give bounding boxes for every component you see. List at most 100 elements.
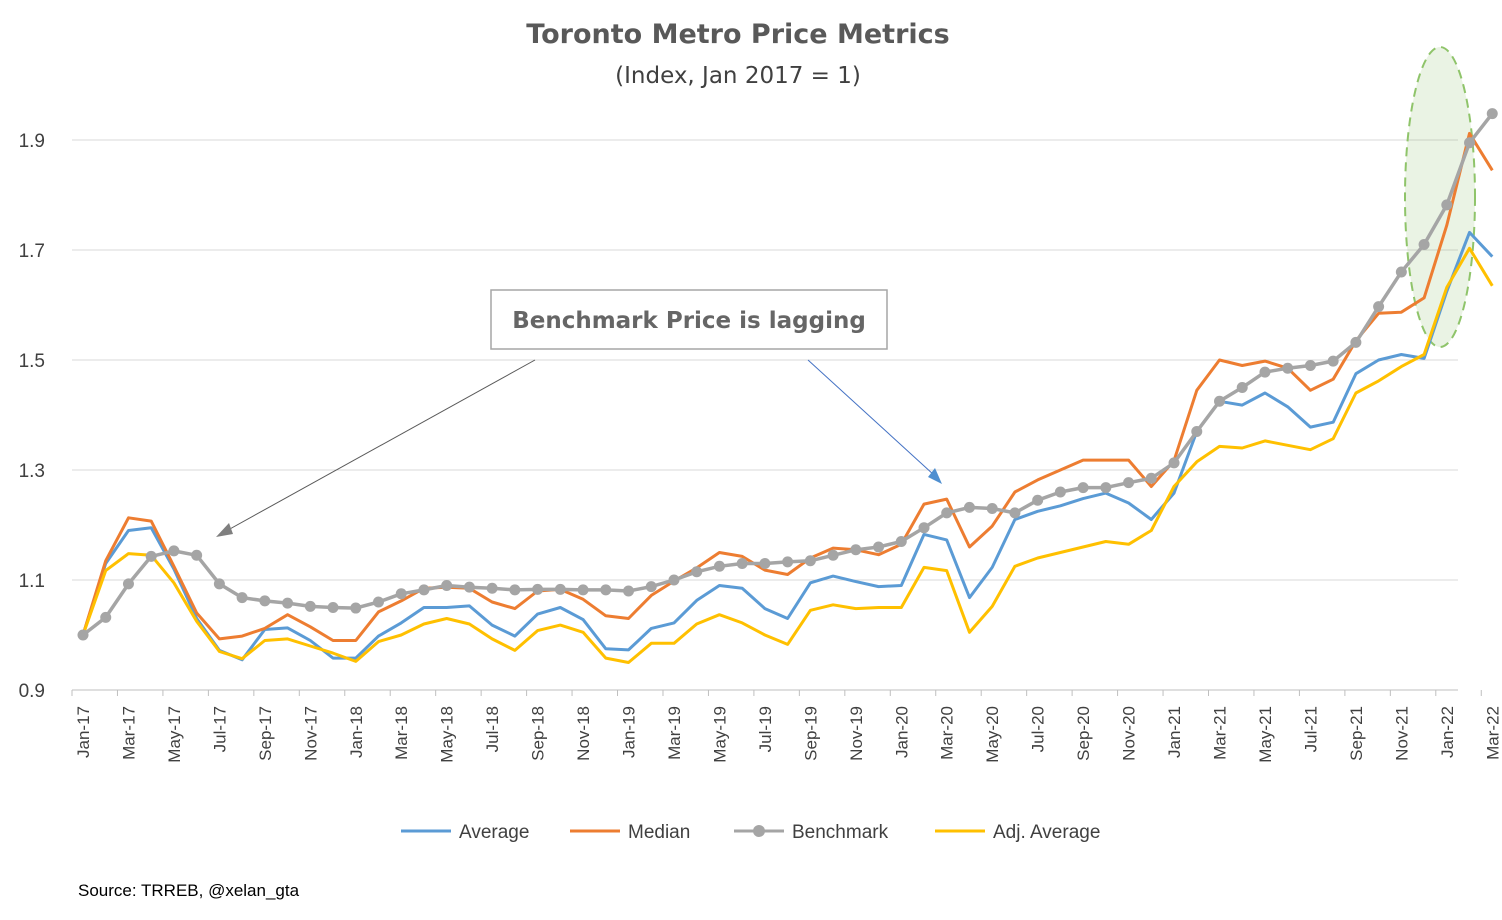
series-line-adj-average <box>81 246 1494 664</box>
benchmark-point <box>600 584 612 596</box>
annotation-text: Benchmark Price is lagging <box>512 308 866 334</box>
benchmark-point <box>1077 482 1089 494</box>
legend-label-adj-average: Adj. Average <box>993 822 1100 843</box>
benchmark-point <box>1100 482 1112 494</box>
benchmark-point <box>1032 494 1044 506</box>
benchmark-point <box>918 522 930 534</box>
x-tick-label: Nov-18 <box>574 706 593 761</box>
source-note: Source: TRREB, @xelan_gta <box>78 881 300 900</box>
benchmark-point <box>372 596 384 608</box>
benchmark-point <box>668 574 680 586</box>
highlight-ellipse <box>1404 46 1476 348</box>
benchmark-point <box>577 584 589 596</box>
benchmark-point <box>1168 457 1180 469</box>
benchmark-point <box>441 580 453 591</box>
annotation-arrow-right <box>807 359 935 476</box>
benchmark-point <box>509 584 521 596</box>
benchmark-point <box>941 507 953 519</box>
benchmark-point <box>486 582 498 594</box>
benchmark-point <box>122 578 134 590</box>
x-tick-label: Jan-18 <box>347 706 366 758</box>
x-tick-label: May-21 <box>1256 706 1275 763</box>
annotation-arrowhead-left <box>216 523 233 537</box>
x-tick-label: Jan-21 <box>1165 706 1184 758</box>
benchmark-point <box>713 560 725 572</box>
x-tick-label: Mar-22 <box>1483 706 1502 760</box>
benchmark-point <box>554 583 566 595</box>
x-tick-label: Sep-19 <box>801 706 820 761</box>
y-axis: 0.9 1.1 1.3 1.5 1.7 1.9 <box>19 131 45 702</box>
benchmark-point <box>1304 360 1316 371</box>
benchmark-point <box>1327 355 1339 367</box>
legend-label-average: Average <box>459 822 529 843</box>
benchmark-point <box>691 566 703 578</box>
x-tick-label: Nov-21 <box>1392 706 1411 761</box>
chart-subtitle: (Index, Jan 2017 = 1) <box>615 63 861 89</box>
y-tick-label: 1.9 <box>19 131 45 152</box>
benchmark-point <box>145 550 157 562</box>
x-tick-label: May-17 <box>165 706 184 763</box>
benchmark-point <box>850 544 862 556</box>
gridlines <box>72 139 1458 581</box>
benchmark-point <box>463 581 475 593</box>
benchmark-point <box>1464 137 1476 149</box>
benchmark-point <box>1191 426 1203 437</box>
benchmark-point <box>895 536 907 547</box>
series-line-median <box>81 131 1494 642</box>
x-tick-label: Jul-21 <box>1301 706 1320 752</box>
x-tick-label: Mar-18 <box>392 706 411 760</box>
benchmark-point <box>1123 477 1135 489</box>
benchmark-point <box>963 501 975 513</box>
benchmark-point <box>1350 336 1362 348</box>
x-tick-label: Nov-19 <box>847 706 866 761</box>
y-tick-label: 1.3 <box>19 461 45 482</box>
x-tick-label: Sep-21 <box>1347 706 1366 761</box>
annotation-box <box>490 289 888 350</box>
y-tick-label: 0.9 <box>19 681 45 702</box>
legend: Average Median Benchmark Adj. Average <box>401 822 1100 843</box>
x-tick-label: Sep-18 <box>529 706 548 761</box>
benchmark-point <box>100 611 112 623</box>
x-tick-label: Mar-21 <box>1211 706 1230 760</box>
benchmark-point <box>418 584 430 596</box>
benchmark-point <box>1214 395 1225 407</box>
x-tick-label: Mar-17 <box>119 706 138 760</box>
y-tick-label: 1.1 <box>19 571 45 592</box>
benchmark-point <box>623 585 635 597</box>
benchmark-point <box>327 602 339 613</box>
benchmark-point <box>213 578 225 590</box>
x-tick-label: Nov-17 <box>301 706 320 761</box>
x-tick-label: Jul-17 <box>210 706 229 752</box>
benchmark-point <box>395 588 407 600</box>
benchmark-point <box>532 583 544 595</box>
chart-title: Toronto Metro Price Metrics <box>526 19 949 50</box>
x-tick-label: Nov-20 <box>1120 706 1139 761</box>
benchmark-point <box>259 595 271 607</box>
benchmark-point <box>168 545 180 557</box>
benchmark-point <box>1418 239 1430 250</box>
benchmark-point <box>236 592 248 604</box>
x-tick-label: Jan-17 <box>74 706 93 758</box>
x-tick-label: Mar-19 <box>665 706 684 760</box>
y-tick-label: 1.7 <box>19 241 45 262</box>
annotation-arrow-left <box>227 359 536 531</box>
benchmark-point <box>1395 266 1407 278</box>
y-tick-label: 1.5 <box>19 351 45 372</box>
benchmark-point <box>1441 199 1453 211</box>
legend-label-benchmark: Benchmark <box>792 822 889 843</box>
x-tick-label: May-20 <box>983 706 1002 763</box>
x-tick-label: Jul-18 <box>483 706 502 752</box>
benchmark-point <box>191 549 203 561</box>
benchmark-point <box>304 600 316 612</box>
benchmark-point <box>1236 382 1248 393</box>
series-lines <box>77 108 1498 664</box>
legend-label-median: Median <box>628 822 690 843</box>
benchmark-point <box>1259 366 1271 378</box>
benchmark-point <box>1145 472 1157 484</box>
x-tick-label: Sep-17 <box>256 706 275 761</box>
benchmark-point <box>77 629 89 641</box>
benchmark-point <box>1054 486 1066 498</box>
benchmark-point <box>350 602 362 614</box>
x-tick-label: Jan-20 <box>892 706 911 758</box>
